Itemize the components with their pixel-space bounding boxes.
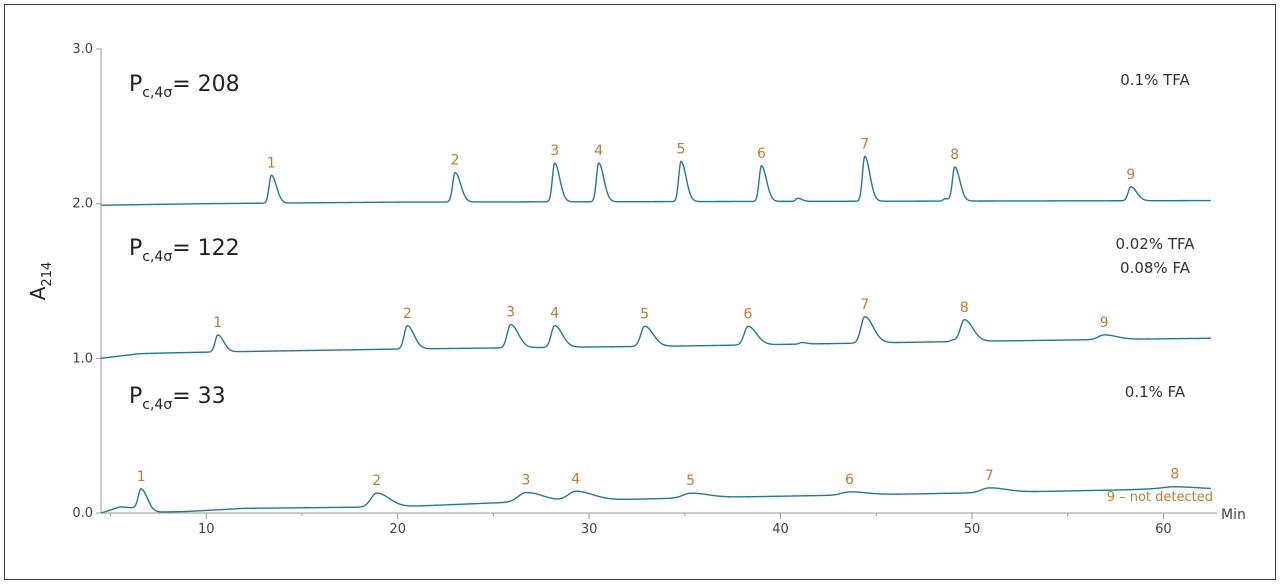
peak-label: 8 xyxy=(960,300,969,316)
x-tick-label: 50 xyxy=(964,522,981,537)
x-tick-label: 30 xyxy=(581,522,598,537)
peak-label: 1 xyxy=(213,315,222,331)
y-axis-title-main: A xyxy=(26,286,50,300)
peak-label: 3 xyxy=(550,143,559,159)
peak-label: 2 xyxy=(451,153,460,169)
peak-label: 9 xyxy=(1126,167,1135,183)
peak-label: 1 xyxy=(137,469,146,485)
peak-capacity-label: Pc,4σ= 33 xyxy=(129,384,226,413)
y-tick-label: 3.0 xyxy=(72,42,93,57)
mobile-phase-label: 0.02% TFA xyxy=(1115,235,1195,253)
peak-label: 7 xyxy=(860,297,869,313)
peak-label: 2 xyxy=(372,473,381,489)
y-axis-title-subscript: 214 xyxy=(40,262,55,287)
peak-label: 7 xyxy=(860,136,869,152)
peak-capacity-value: = 122 xyxy=(172,236,239,261)
mobile-phase-label: 0.08% FA xyxy=(1120,259,1191,277)
x-tick-label: 40 xyxy=(772,522,789,537)
chromatogram-trace-2 xyxy=(100,316,1212,360)
x-tick-label: 20 xyxy=(389,522,406,537)
peak-capacity-subscript: c,4σ xyxy=(142,85,172,101)
peak-label: 6 xyxy=(744,306,753,322)
x-tick-label: 10 xyxy=(198,522,215,537)
peak-label: 1 xyxy=(267,155,276,171)
peak-label: 3 xyxy=(506,305,515,321)
peak-capacity-label: Pc,4σ= 208 xyxy=(129,72,240,101)
peak-capacity-label: Pc,4σ= 122 xyxy=(129,236,240,265)
peak-label: 4 xyxy=(571,471,580,487)
peak-capacity-symbol: P xyxy=(129,384,142,409)
peak-label: 5 xyxy=(640,306,649,322)
y-axis-title: A214 xyxy=(26,262,55,301)
peak-label: 4 xyxy=(594,143,603,159)
peak-label: 6 xyxy=(845,472,854,488)
y-tick-label: 0.0 xyxy=(72,506,93,521)
peak-label: 2 xyxy=(403,306,412,322)
peak-label: 8 xyxy=(1170,467,1179,483)
peak-label: 8 xyxy=(950,147,959,163)
peak-capacity-symbol: P xyxy=(129,72,142,97)
peak-label: 7 xyxy=(985,468,994,484)
figure-frame: 0.0 1.0 2.0 3.0 10 20 30 40 50 60 Min A214 1 2 3 4 5 6 7 8 9… xyxy=(4,4,1276,580)
mobile-phase-label: 0.1% TFA xyxy=(1120,71,1190,89)
peak-label: 5 xyxy=(686,473,695,489)
peak-capacity-subscript: c,4σ xyxy=(142,249,172,265)
chromatogram-trace-1 xyxy=(100,155,1212,206)
chromatogram-trace-3 xyxy=(100,486,1212,514)
x-unit-label: Min xyxy=(1221,507,1246,523)
peak-label: 9 xyxy=(1100,315,1109,331)
mobile-phase-label: 0.1% FA xyxy=(1125,383,1186,401)
y-tick-label: 2.0 xyxy=(72,197,93,212)
peak-capacity-value: = 208 xyxy=(172,72,239,97)
peak-label: 6 xyxy=(757,146,766,162)
x-tick-label: 60 xyxy=(1155,522,1172,537)
peak-label: 4 xyxy=(550,306,559,322)
not-detected-note: 9 – not detected xyxy=(1107,490,1213,505)
peak-label: 5 xyxy=(677,141,686,157)
y-tick-label: 1.0 xyxy=(72,351,93,366)
peak-capacity-subscript: c,4σ xyxy=(142,397,172,413)
peak-capacity-value: = 33 xyxy=(172,384,225,409)
peak-label: 3 xyxy=(521,473,530,489)
peak-capacity-symbol: P xyxy=(129,236,142,261)
